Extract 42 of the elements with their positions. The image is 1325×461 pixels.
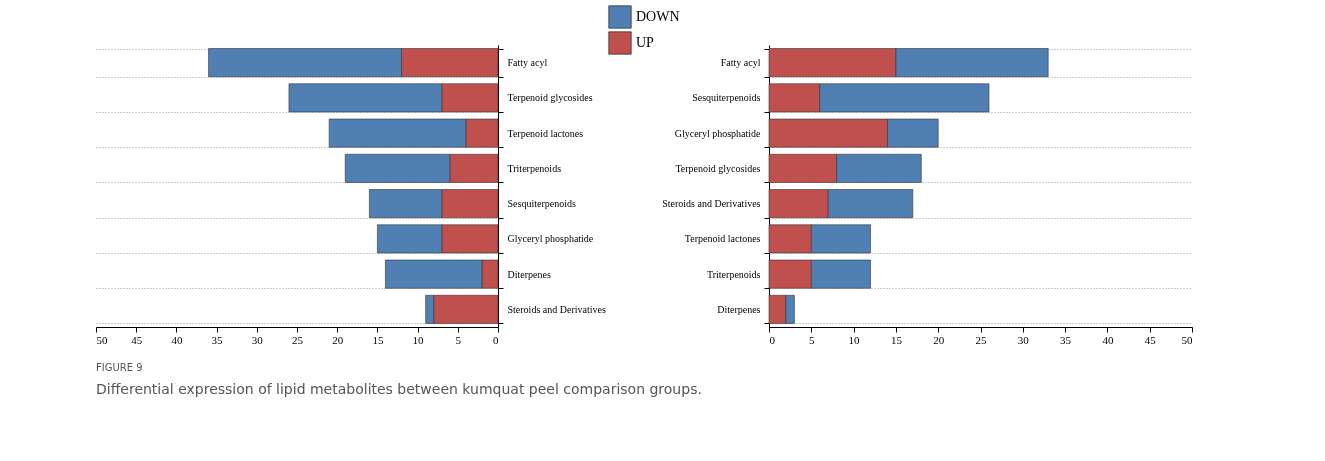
y-tick-label: Fatty acyl	[507, 57, 548, 69]
y-tick-label: Terpenoid glycosides	[675, 162, 761, 174]
x-tick-label: 20	[933, 333, 945, 346]
y-tick-label: Glyceryl phosphatide	[674, 127, 762, 139]
y-tick-label: Triterpenoids	[706, 268, 761, 280]
y-tick-label: Glyceryl phosphatide	[507, 233, 594, 245]
y-tick-label: Sesquiterpenoids	[692, 92, 761, 104]
y-tick-label: Steroids and Derivatives	[662, 198, 761, 210]
x-tick-label: 35	[1060, 333, 1072, 346]
x-tick-label: 30	[1017, 333, 1030, 346]
x-tick-label: 45	[131, 333, 143, 346]
y-tick-label: Terpenoid lactones	[684, 233, 761, 245]
x-tick-label: 15	[890, 333, 903, 346]
y-tick-label: Diterpenes	[507, 268, 551, 280]
x-tick-label: 25	[292, 333, 304, 346]
legend-label: DOWN	[636, 9, 680, 24]
y-tick-label: Terpenoid glycosides	[507, 92, 593, 104]
x-tick-label: 50	[96, 333, 108, 346]
y-tick-label: Steroids and Derivatives	[507, 303, 606, 315]
text: Differential expression of lipid metabolites between kumquat peel comparison groups.	[96, 381, 702, 397]
y-tick-label: Diterpenes	[717, 303, 761, 315]
x-tick-label: 35	[211, 333, 224, 346]
legend-label: UP	[636, 35, 655, 50]
x-tick-label: 50	[1181, 333, 1193, 346]
y-tick-label: Sesquiterpenoids	[507, 198, 576, 210]
x-tick-label: 30	[251, 333, 264, 346]
x-tick-label: 10	[412, 333, 425, 346]
x-tick-label: 40	[171, 333, 183, 346]
x-tick-label: 45	[1144, 333, 1157, 346]
y-tick-label: Terpenoid lactones	[507, 127, 584, 139]
y-tick-label: Fatty acyl	[720, 57, 761, 69]
x-tick-label: 40	[1102, 333, 1114, 346]
x-tick-label: 0	[493, 333, 499, 346]
x-tick-label: 5	[809, 333, 816, 346]
x-tick-label: 20	[332, 333, 344, 346]
x-tick-label: 5	[455, 333, 462, 346]
x-tick-label: 15	[372, 333, 384, 346]
x-tick-label: 25	[975, 333, 987, 346]
y-tick-label: Triterpenoids	[507, 162, 562, 174]
caption: FIGURE 9	[96, 362, 143, 373]
x-tick-label: 0	[769, 333, 776, 346]
x-tick-label: 10	[848, 333, 861, 346]
